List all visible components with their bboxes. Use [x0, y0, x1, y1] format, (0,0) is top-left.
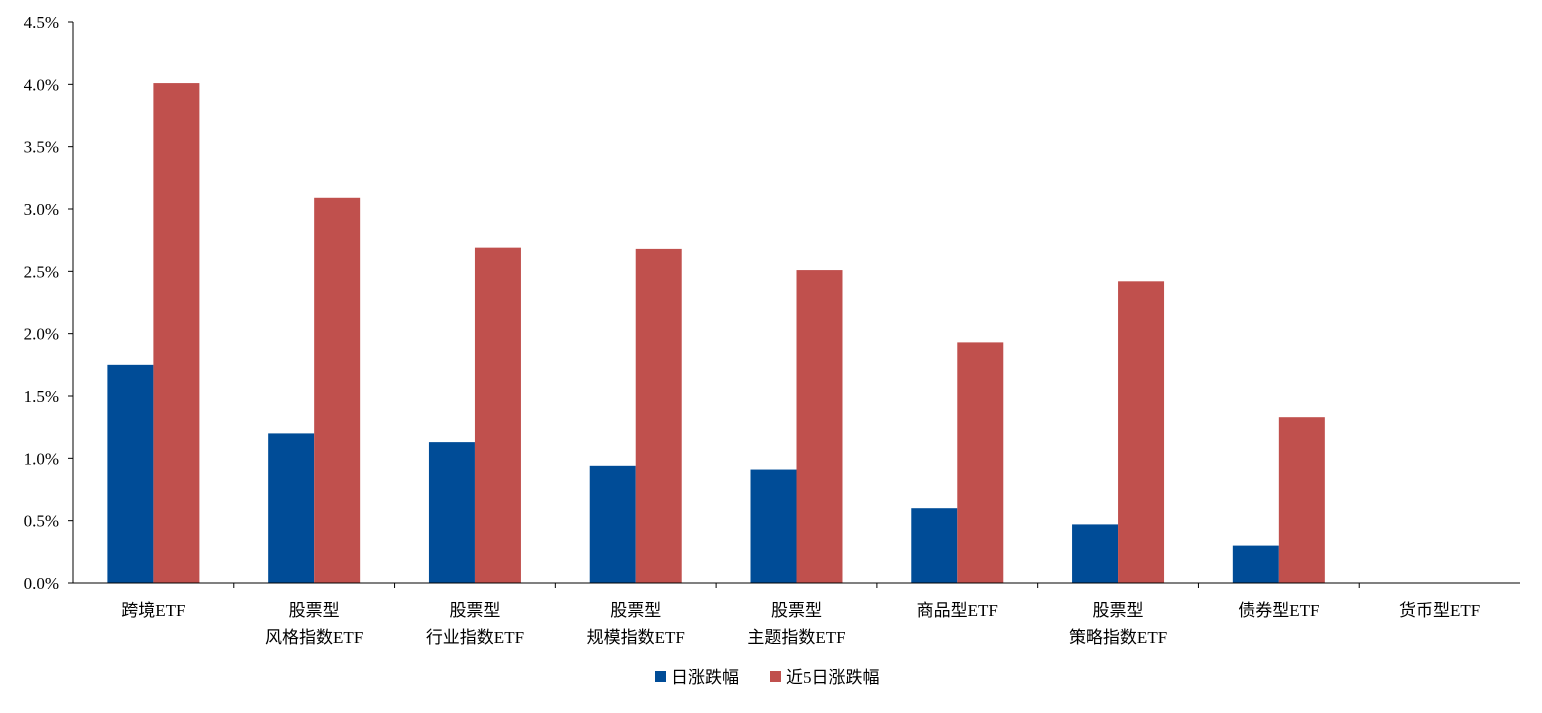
y-tick-label: 1.5% [24, 387, 59, 406]
x-category-label: 主题指数ETF [747, 628, 845, 647]
bar-series-2-cat-5 [796, 270, 843, 583]
bar-series-2-cat-2 [314, 197, 361, 583]
x-category-label: 股票型 [771, 601, 822, 620]
axes-layer [68, 21, 1520, 588]
x-category-label: 股票型 [1093, 601, 1144, 620]
bar-series-1-cat-8 [1232, 545, 1279, 583]
y-tick-label: 4.0% [24, 75, 59, 94]
bar-series-2-cat-3 [474, 247, 521, 583]
x-category-label: 股票型 [449, 601, 500, 620]
bar-series-2-cat-1 [153, 83, 200, 583]
x-category-label: 股票型 [289, 601, 340, 620]
y-tick-label: 0.0% [24, 574, 59, 593]
y-tick-label: 1.0% [24, 449, 59, 468]
bars-layer [107, 83, 1325, 584]
bar-series-1-cat-5 [750, 469, 797, 583]
x-category-label: 跨境ETF [121, 601, 185, 620]
bar-series-1-cat-3 [428, 442, 475, 583]
labels-layer: 0.0% 0.5% 1.0% 1.5% 2.0% 2.5% 3.0% 3.5% 4.0% 4.5%… [24, 13, 1481, 647]
x-category-label: 股票型 [610, 601, 661, 620]
bar-series-2-cat-4 [635, 248, 682, 584]
legend-label: 近5日涨跌幅 [786, 668, 880, 687]
x-category-label: 风格指数ETF [265, 628, 363, 647]
bar-series-1-cat-2 [268, 433, 315, 583]
legend-label: 日涨跌幅 [671, 668, 739, 687]
x-category-label: 规模指数ETF [587, 628, 685, 647]
bar-series-2-cat-7 [1118, 281, 1165, 583]
y-tick-label: 0.5% [24, 512, 59, 531]
legend: 日涨跌幅 近5日涨跌幅 [655, 668, 880, 687]
legend-swatch [655, 671, 666, 682]
x-category-label: 行业指数ETF [426, 628, 524, 647]
y-tick-label: 4.5% [24, 13, 59, 32]
x-category-label: 债券型ETF [1238, 601, 1319, 620]
x-category-label: 商品型ETF [917, 601, 998, 620]
legend-swatch [770, 671, 781, 682]
y-tick-label: 3.5% [24, 138, 59, 157]
bar-series-1-cat-4 [589, 465, 636, 583]
bar-series-1-cat-7 [1072, 524, 1119, 583]
x-category-label: 货币型ETF [1399, 601, 1480, 620]
y-tick-label: 2.0% [24, 325, 59, 344]
bar-series-2-cat-8 [1278, 417, 1325, 583]
bar-series-1-cat-6 [911, 508, 958, 583]
y-tick-label: 2.5% [24, 262, 59, 281]
bar-series-1-cat-1 [107, 364, 154, 583]
y-tick-label: 3.0% [24, 200, 59, 219]
x-category-label: 策略指数ETF [1069, 628, 1167, 647]
bar-series-2-cat-6 [957, 342, 1004, 583]
